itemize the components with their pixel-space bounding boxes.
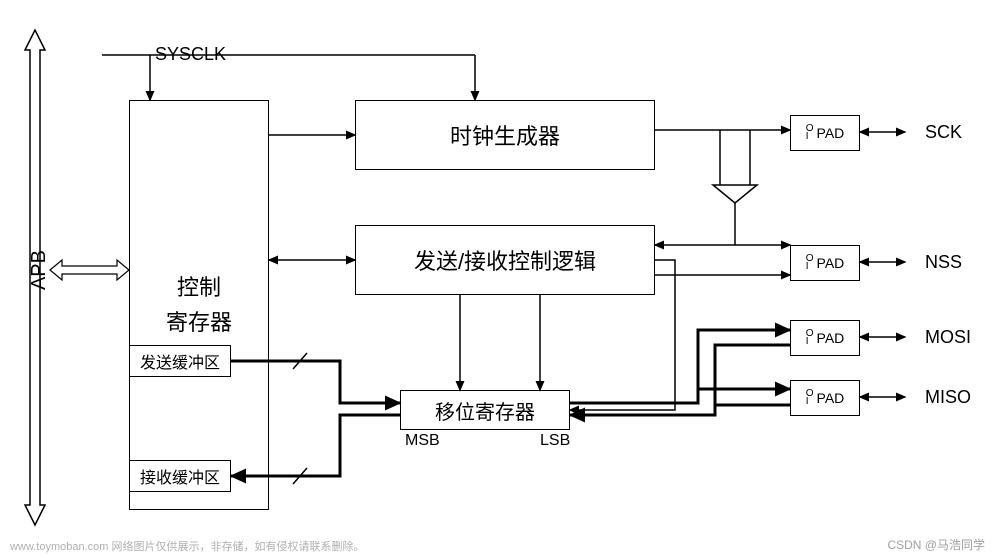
pad-sck-box: OI PAD <box>790 115 860 151</box>
pad-miso-box: OI PAD <box>790 380 860 416</box>
control-register-label: 控制 寄存器 <box>166 270 232 340</box>
sysclk-label: SYSCLK <box>155 44 226 65</box>
tx-buffer-label: 发送缓冲区 <box>140 349 220 373</box>
apb-label: APB <box>28 250 51 290</box>
clock-generator-box: 时钟生成器 <box>355 100 655 170</box>
pad-connector-icon: OI <box>806 255 813 271</box>
miso-label: MISO <box>925 387 971 408</box>
shift-register-box: 移位寄存器 <box>400 390 570 430</box>
mosi-label: MOSI <box>925 327 971 348</box>
pad-miso-label: PAD <box>817 390 845 406</box>
apb-to-control-arrow <box>50 260 129 280</box>
pad-sck-label: PAD <box>817 125 845 141</box>
shift-register-label: 移位寄存器 <box>435 396 535 425</box>
txrx-logic-box: 发送/接收控制逻辑 <box>355 225 655 295</box>
nss-label: NSS <box>925 252 962 273</box>
rx-buffer-label: 接收缓冲区 <box>140 464 220 488</box>
pad-mosi-label: PAD <box>817 330 845 346</box>
sck-label: SCK <box>925 122 962 143</box>
pad-connector-icon: OI <box>806 330 813 346</box>
pad-nss-box: OI PAD <box>790 245 860 281</box>
diagram-canvas: APB SYSCLK 控制 寄存器 时钟生成器 发送/接收控制逻辑 发送缓冲区 … <box>0 0 1000 556</box>
tx-buffer-box: 发送缓冲区 <box>129 345 231 377</box>
watermark-text: www.toymoban.com 网络图片仅供展示，非存储，如有侵权请联系删除。 <box>10 538 364 554</box>
credit-text: CSDN @马浩同学 <box>887 536 985 553</box>
rx-buffer-box: 接收缓冲区 <box>129 460 231 492</box>
lsb-label: LSB <box>540 432 570 450</box>
control-register-box: 控制 寄存器 <box>129 100 269 510</box>
pad-nss-label: PAD <box>817 255 845 271</box>
pad-connector-icon: OI <box>806 125 813 141</box>
clock-generator-label: 时钟生成器 <box>450 119 560 151</box>
pad-mosi-box: OI PAD <box>790 320 860 356</box>
msb-label: MSB <box>405 432 440 450</box>
pad-connector-icon: OI <box>806 390 813 406</box>
txrx-logic-label: 发送/接收控制逻辑 <box>414 244 596 276</box>
